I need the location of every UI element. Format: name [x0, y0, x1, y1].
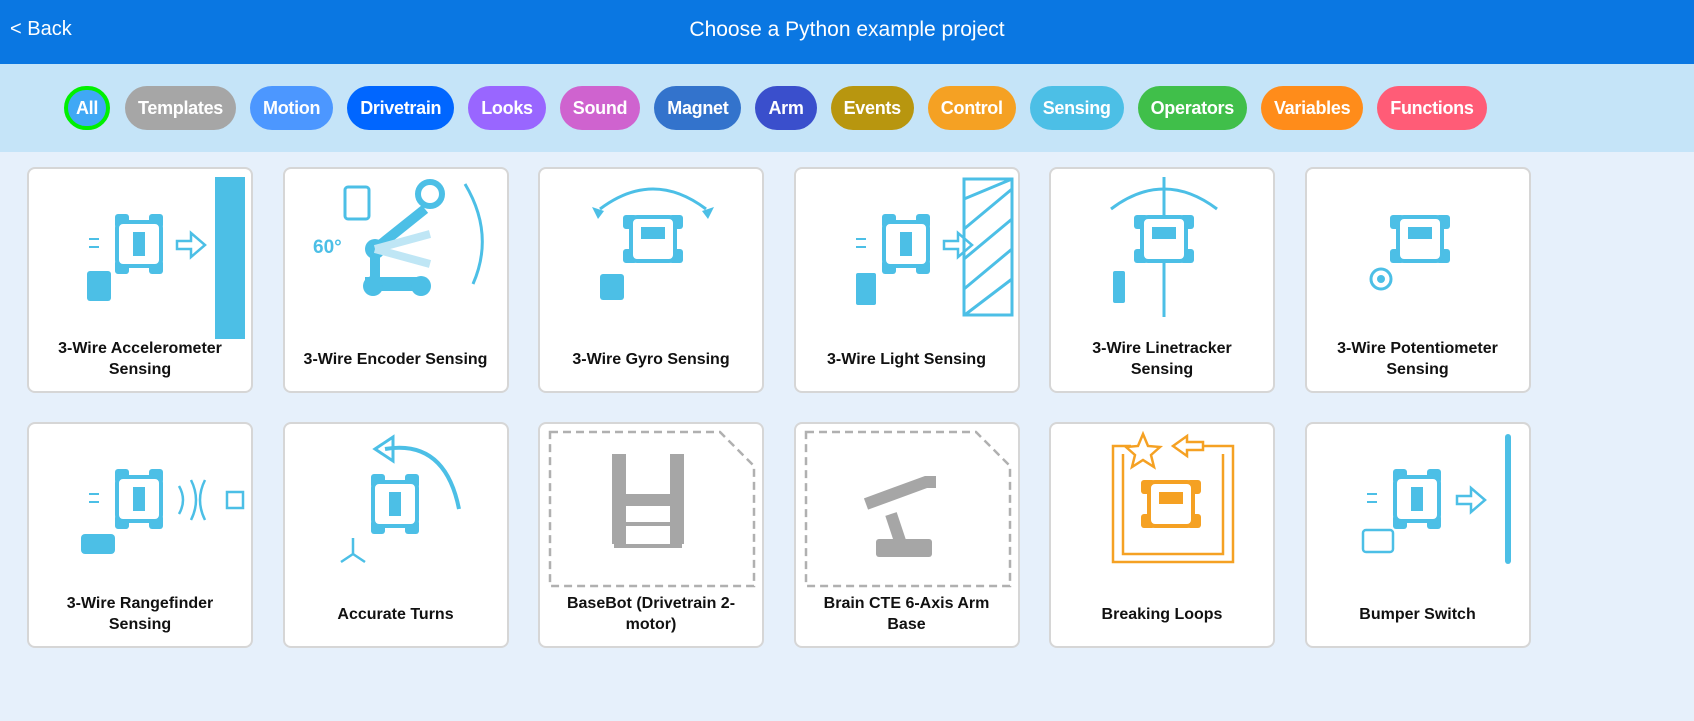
accelerometer-icon	[87, 177, 245, 339]
filter-all[interactable]: All	[64, 86, 110, 130]
header: < Back Choose a Python example project	[0, 0, 1694, 64]
project-card[interactable]: Breaking Loops	[1049, 422, 1275, 648]
basebot-template-icon	[548, 430, 756, 588]
project-grid: 3-Wire Accelerometer Sensing 60° 3-Wire En…	[27, 167, 1531, 648]
project-title: 3-Wire Gyro Sensing	[572, 350, 730, 368]
project-card[interactable]: BaseBot (Drivetrain 2-motor)	[538, 422, 764, 648]
robot-shape	[1141, 480, 1201, 528]
filter-sensing[interactable]: Sensing	[1029, 86, 1124, 130]
light-sensor-icon	[855, 177, 1013, 317]
robot-shape	[881, 214, 930, 274]
project-card[interactable]: 3-Wire Accelerometer Sensing	[27, 167, 253, 393]
project-title: 3-Wire Light Sensing	[827, 350, 986, 368]
project-card[interactable]: 3-Wire Light Sensing	[793, 167, 1020, 393]
project-card[interactable]: Accurate Turns	[282, 422, 509, 648]
angle-badge: 60°	[313, 237, 342, 258]
project-card[interactable]: 60° 3-Wire Encoder Sensing	[282, 167, 509, 393]
bumper-icon	[1361, 434, 1511, 564]
filter-motion[interactable]: Motion	[250, 86, 334, 130]
project-title: BaseBot (Drivetrain 2-motor)	[566, 595, 736, 633]
filter-operators[interactable]: Operators	[1137, 86, 1247, 130]
filter-sound[interactable]: Sound	[559, 86, 641, 130]
arm-template-icon	[804, 430, 1011, 588]
project-title: Brain CTE 6-Axis Arm Base	[823, 595, 990, 633]
robot-shape	[115, 214, 163, 274]
robot-shape	[623, 215, 683, 263]
project-card[interactable]: 3-Wire Gyro Sensing	[538, 167, 764, 393]
project-card[interactable]: Brain CTE 6-Axis Arm Base	[793, 422, 1020, 648]
potentiometer-icon	[1369, 215, 1450, 291]
project-title: 3-Wire Rangefinder Sensing	[66, 595, 214, 633]
project-card[interactable]: 3-Wire Potentiometer Sensing	[1304, 167, 1531, 393]
linetracker-icon	[1110, 177, 1218, 317]
project-card[interactable]: 3-Wire Rangefinder Sensing	[27, 422, 253, 648]
filter-templates[interactable]: Templates	[125, 86, 236, 130]
project-title: Bumper Switch	[1359, 605, 1476, 623]
encoder-arm-icon: 60°	[313, 179, 484, 296]
filter-looks[interactable]: Looks	[468, 86, 546, 130]
robot-shape	[370, 474, 419, 534]
project-card[interactable]: Bumper Switch	[1304, 422, 1531, 648]
filter-functions[interactable]: Functions	[1377, 86, 1487, 130]
project-card[interactable]: 3-Wire Linetracker Sensing	[1049, 167, 1275, 393]
page-title: Choose a Python example project	[689, 18, 1005, 41]
project-title: 3-Wire Encoder Sensing	[303, 350, 488, 368]
project-title: 3-Wire Linetracker Sensing	[1092, 340, 1232, 378]
project-title: 3-Wire Potentiometer Sensing	[1337, 340, 1498, 378]
back-button[interactable]: < Back	[10, 18, 72, 40]
robot-shape	[1134, 215, 1194, 263]
filter-magnet[interactable]: Magnet	[654, 86, 742, 130]
project-title: 3-Wire Accelerometer Sensing	[58, 340, 222, 378]
category-filter-bar: All Templates Motion Drivetrain Looks Sound Ma…	[0, 64, 1694, 152]
project-title: Accurate Turns	[337, 605, 454, 623]
filter-drivetrain[interactable]: Drivetrain	[347, 86, 455, 130]
filter-events[interactable]: Events	[830, 86, 914, 130]
gyro-icon	[592, 187, 714, 300]
filter-control[interactable]: Control	[927, 86, 1016, 130]
robot-shape	[1392, 469, 1441, 529]
turn-icon	[339, 434, 461, 564]
robot-shape	[115, 469, 163, 529]
loop-icon	[1111, 430, 1235, 564]
project-title: Breaking Loops	[1101, 605, 1223, 623]
rangefinder-icon	[81, 469, 245, 554]
robot-shape	[1389, 215, 1450, 263]
filter-arm[interactable]: Arm	[755, 86, 817, 130]
filter-variables[interactable]: Variables	[1260, 86, 1364, 130]
